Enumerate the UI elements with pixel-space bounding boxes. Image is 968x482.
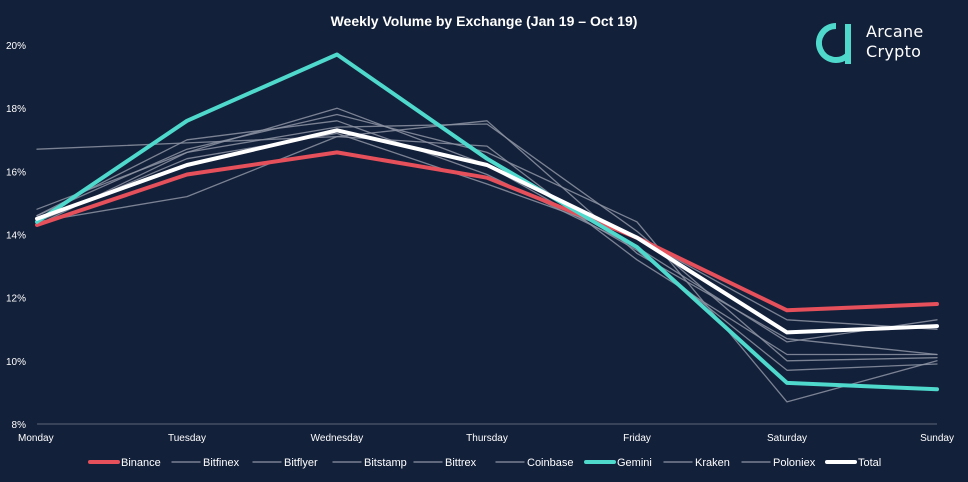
x-tick-label: Sunday [920,433,954,444]
series-line-total [35,128,939,335]
legend-label: Bitfinex [203,457,240,469]
legend-entry-kraken: Kraken [663,457,730,469]
series-line-gemini [35,52,939,392]
x-tick-label: Thursday [466,433,508,444]
legend-entry-bitfinex: Bitfinex [171,457,240,469]
legend-label: Bitstamp [364,457,407,469]
series-line-coinbase [36,132,938,330]
legend-entry-binance: Binance [88,457,161,469]
legend-entry-bitflyer: Bitflyer [252,457,318,469]
brand-name-line2: Crypto [866,42,922,61]
legend-entry-bitstamp: Bitstamp [332,457,407,469]
brand-logo: Arcane Crypto [814,18,954,68]
arcane-logo-icon [815,22,851,64]
y-tick-label: 12% [6,294,26,305]
series-line-kraken [36,120,938,343]
y-tick-label: 16% [6,167,26,178]
series-line-bitflyer [36,113,938,403]
legend-entry-total: Total [825,457,881,469]
y-tick-label: 10% [6,357,26,368]
legend-entry-poloniex: Poloniex [741,457,816,469]
series-line-binance [35,150,939,313]
legend-entry-coinbase: Coinbase [495,457,573,469]
y-tick-label: 14% [6,231,26,242]
x-tick-label: Wednesday [311,433,364,444]
x-tick-label: Monday [18,433,54,444]
legend-label: Kraken [695,457,730,469]
legend-label: Binance [121,457,161,469]
series-lines [35,52,939,403]
legend-label: Poloniex [773,457,816,469]
chart-title: Weekly Volume by Exchange (Jan 19 – Oct … [331,13,638,29]
legend-label: Coinbase [527,457,573,469]
brand-name-line1: Arcane [866,22,924,41]
legend-entry-gemini: Gemini [584,457,652,469]
x-tick-label: Friday [623,433,651,444]
x-tick-label: Saturday [767,433,807,444]
x-tick-label: Tuesday [168,433,206,444]
y-tick-label: 18% [6,104,26,115]
series-line-poloniex [36,123,938,362]
legend-label: Total [858,457,881,469]
legend: Binance Bitfinex Bitflyer Bitstamp Bittrex Co… [88,457,881,469]
y-tick-label: 20% [6,41,26,52]
legend-entry-bittrex: Bittrex [413,457,477,469]
series-line-bitstamp [36,135,938,356]
y-tick-label: 8% [12,420,27,431]
x-axis: Monday Tuesday Wednesday Thursday Friday Satu… [18,423,954,444]
series-line-bitfinex [36,120,938,356]
legend-label: Bitflyer [284,457,318,469]
legend-label: Bittrex [445,457,477,469]
y-axis: 8% 10% 12% 14% 16% 18% 20% [6,41,26,431]
legend-label: Gemini [617,457,652,469]
